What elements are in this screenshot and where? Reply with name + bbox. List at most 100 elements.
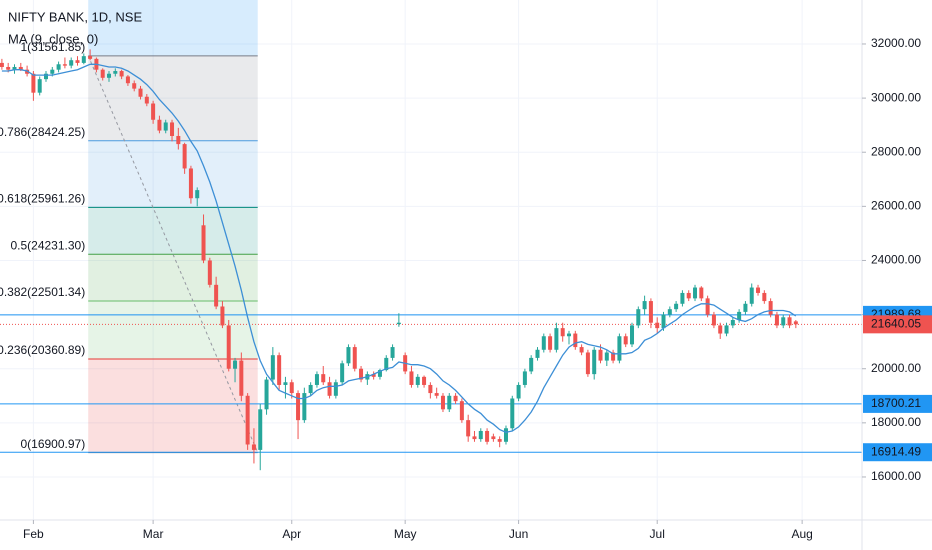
candle-body [774, 314, 779, 326]
candle-body [535, 349, 540, 358]
candle-body [566, 333, 571, 337]
candle-body [447, 395, 452, 410]
candle-body [81, 56, 86, 63]
candle-body [107, 73, 112, 78]
date-range-highlight [88, 0, 258, 56]
fib-label: 1(31561.85) [20, 40, 85, 54]
candle-body [472, 436, 477, 440]
candle-body [384, 357, 389, 371]
candle-body [667, 309, 672, 315]
chart-title: NIFTY BANK, 1D, NSE [8, 9, 142, 24]
fib-label: 0(16900.97) [20, 437, 85, 451]
candle-body [522, 371, 527, 385]
candle-body [182, 144, 187, 169]
candle-body [43, 73, 48, 80]
candle-body [693, 287, 698, 299]
price-label: 16914.49 [871, 444, 921, 458]
candle-body [516, 384, 521, 399]
candle-body [793, 321, 798, 325]
candle-body [623, 336, 628, 345]
candle-body [686, 292, 691, 299]
x-tick-label: Apr [282, 527, 301, 541]
candle-body [340, 363, 345, 383]
candle-body [239, 360, 244, 396]
fib-zone [88, 140, 258, 208]
candle-body [611, 352, 616, 361]
candle-body [176, 135, 181, 145]
candle-body [573, 333, 578, 348]
candle-body [459, 401, 464, 421]
candle-body [422, 376, 427, 385]
candle-body [617, 336, 622, 361]
axes: 16000.0018000.0020000.0022000.0024000.00… [23, 36, 932, 541]
candle-body [119, 71, 124, 77]
candle-body [56, 64, 61, 70]
candle-body [503, 428, 508, 442]
candle-body [390, 347, 395, 358]
candle-body [560, 328, 565, 337]
candle-body [680, 292, 685, 304]
candle-body [220, 306, 225, 326]
candle-body [201, 225, 206, 261]
y-tick-label: 30000.00 [871, 90, 921, 104]
candle-body [88, 56, 93, 59]
candle-body [207, 260, 212, 285]
candle-body [264, 379, 269, 410]
candle-body [157, 119, 162, 131]
candle-body [428, 384, 433, 394]
candle-body [6, 66, 11, 70]
fib-zone [88, 254, 258, 302]
candle-body [661, 314, 666, 329]
candle-body [756, 287, 761, 293]
candle-body [151, 103, 156, 120]
candle-body [485, 430, 490, 442]
candle-body [642, 301, 647, 310]
candle-body [226, 325, 231, 369]
candle-body [18, 66, 23, 70]
candle-body [371, 374, 376, 377]
candle-body [579, 347, 584, 353]
indicator-legend: MA (9, close, 0) [8, 31, 98, 46]
candle-body [554, 328, 559, 350]
candle-body [62, 64, 67, 66]
candle-body [730, 320, 735, 326]
x-tick-label: Jul [650, 527, 665, 541]
candle-body [478, 430, 483, 440]
candle-body [277, 355, 282, 385]
price-label: 21640.05 [871, 317, 921, 331]
candle-body [585, 352, 590, 375]
candle-body [37, 79, 42, 93]
fib-label: 0.382(22501.34) [0, 285, 85, 299]
candle-body [743, 303, 748, 312]
candle-body [314, 374, 319, 385]
candle-body [308, 384, 313, 394]
candle-body [655, 322, 660, 329]
candle-body [50, 69, 55, 74]
y-tick-label: 20000.00 [871, 361, 921, 375]
candle-body [548, 336, 553, 350]
candle-body [321, 374, 326, 383]
candle-body [497, 439, 502, 442]
candle-body [359, 368, 364, 380]
candle-body [296, 393, 301, 421]
candle-body [251, 444, 256, 450]
fib-label: 0.618(25961.26) [0, 192, 85, 206]
candle-body [705, 298, 710, 315]
candle-body [724, 325, 729, 334]
fib-label: 0.5(24231.30) [10, 238, 85, 252]
candle-body [170, 122, 175, 136]
candle-body [214, 284, 219, 307]
plot-area: 1(31561.85) 0.786(28424.25) 0.618(25961.26… [0, 0, 862, 471]
ma-line [1, 63, 797, 433]
candle-body [31, 73, 36, 93]
candle-body [12, 66, 17, 70]
candle-body [302, 393, 307, 421]
candle-body [195, 190, 200, 199]
candle-body [100, 69, 105, 78]
candle-body [711, 314, 716, 326]
candle-body [188, 168, 193, 199]
candle-body [283, 382, 288, 385]
x-tick-label: May [394, 527, 417, 541]
